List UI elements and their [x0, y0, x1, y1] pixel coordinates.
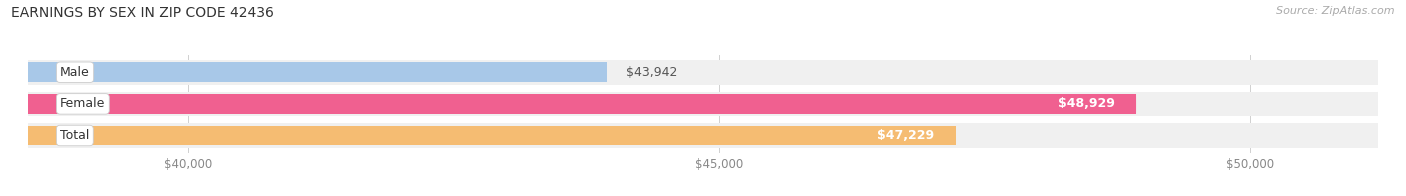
Text: $47,229: $47,229: [877, 129, 935, 142]
Bar: [28, 94, 1136, 114]
Bar: [28, 126, 956, 145]
Bar: [28, 60, 1378, 85]
Text: EARNINGS BY SEX IN ZIP CODE 42436: EARNINGS BY SEX IN ZIP CODE 42436: [11, 6, 274, 20]
Bar: [28, 92, 1378, 116]
Text: Source: ZipAtlas.com: Source: ZipAtlas.com: [1277, 6, 1395, 16]
Text: Female: Female: [60, 97, 105, 110]
Bar: [28, 123, 1378, 148]
Bar: [28, 63, 606, 82]
Text: $43,942: $43,942: [626, 66, 678, 79]
Text: $48,929: $48,929: [1059, 97, 1115, 110]
Text: Male: Male: [60, 66, 90, 79]
Text: Total: Total: [60, 129, 90, 142]
